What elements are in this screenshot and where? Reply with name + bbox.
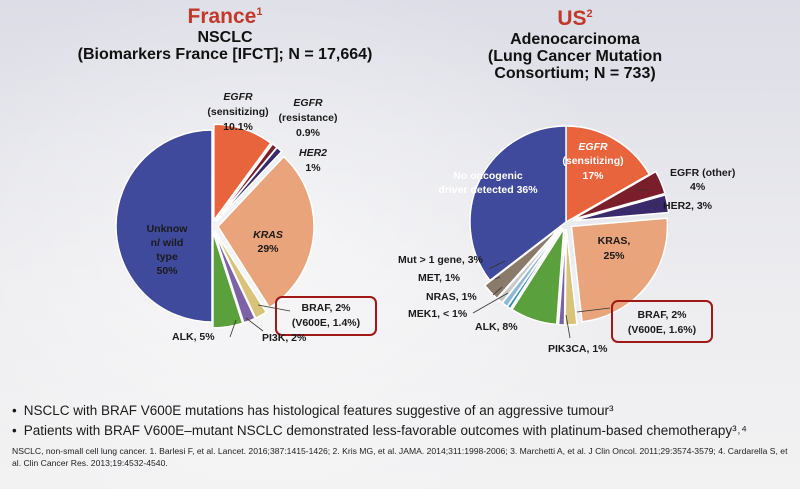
us-subtitle-1: Adenocarcinoma [510,30,640,48]
fr-kras-1: KRAS [253,229,283,241]
us-pie-slice-3 [570,217,669,323]
us-egfr-s-1: EGFR [578,141,608,153]
us-kras-1: KRAS, [598,235,631,247]
fr-egfr-r-1: EGFR [293,97,323,109]
us-her2: HER2, 3% [663,200,713,212]
fr-alk: ALK, 5% [172,331,215,343]
fr-egfr-r-3: 0.9% [296,127,321,139]
us-leader-lines [472,189,660,339]
france-pie-slice-7 [115,129,213,323]
fr-unk-1: Unknow [147,223,189,235]
france-subtitle-1: NSCLC [197,28,253,46]
bullet-list: NSCLC with BRAF V600E mutations has hist… [12,403,792,443]
fr-egfr-s-3: 10.1% [223,121,253,133]
us-pie-slice-2 [572,194,670,222]
us-pie-slice-10 [483,226,562,300]
us-mek1: MEK1, < 1% [408,308,468,320]
us-pie-slice-1 [572,170,666,221]
fr-kras-2: 29% [257,243,279,255]
france-pie [115,123,315,329]
us-pie-slice-0 [565,125,651,224]
us-kras-2: 25% [603,250,625,262]
france-pie-slice-6 [212,231,244,329]
us-egfr-s-3: 17% [582,170,604,182]
us-egfr-o-2: 4% [690,181,706,193]
us-egfr-s-2: (sensitizing) [562,155,623,167]
us-braf-1: BRAF, 2% [637,309,687,321]
us-slice-labels: EGFR (sensitizing) 17% EGFR (other) 4% H… [398,141,735,355]
france-title-block: France1 NSCLC (Biomarkers France [IFCT];… [60,5,390,63]
references: NSCLC, non-small cell lung cancer. 1. Ba… [12,446,788,468]
france-braf-highlight-box [275,296,377,336]
fr-braf-2: (V600E, 1.4%) [292,317,360,329]
france-subtitle-2: (Biomarkers France [IFCT]; N = 17,664) [77,45,373,63]
us-pie-slice-5 [557,228,567,326]
fr-pi3k: PI3K, 2% [262,332,307,344]
france-country-title: France1 [187,5,263,28]
us-mut: Mut > 1 gene, 3% [398,254,484,266]
fr-her2-1: HER2 [299,147,327,159]
us-title-block: US2 Adenocarcinoma (Lung Cancer Mutation… [430,7,720,83]
fr-egfr-s-2: (sensitizing) [207,106,268,118]
us-pie-slice-6 [511,228,565,326]
us-pie-slice-11 [469,125,567,282]
us-nras: NRAS, 1% [426,291,477,303]
france-leader-lines [229,304,291,338]
fr-unk-4: 50% [156,265,178,277]
bullet-1: NSCLC with BRAF V600E mutations has hist… [12,403,792,418]
us-none-2: driver detected 36% [438,184,538,196]
us-pie [469,125,670,326]
fr-egfr-r-2: (resistance) [279,112,338,124]
france-pie-slice-4 [214,230,268,320]
fr-braf-1: BRAF, 2% [301,302,351,314]
us-pik3ca: PIK3CA, 1% [548,343,608,355]
us-subtitle-2: (Lung Cancer Mutation [487,47,663,65]
us-country-title: US2 [557,7,593,30]
us-braf-highlight-box [611,300,713,343]
bullet-2: Patients with BRAF V600E–mutant NSCLC de… [12,423,792,438]
us-met: MET, 1% [418,272,461,284]
us-braf-2: (V600E, 1.6%) [628,324,696,336]
us-none-1: No oncogenic [453,170,523,182]
france-pie-slice-0 [213,123,272,223]
fr-her2-2: 1% [305,162,321,174]
us-alk: ALK, 8% [475,321,518,333]
us-subtitle-3: Consortium; N = 733) [494,65,656,83]
fr-egfr-s-1: EGFR [223,91,253,103]
fr-unk-3: type [156,251,178,263]
us-egfr-o-1: EGFR (other) [670,167,735,179]
fr-unk-2: n/ wild [151,237,184,249]
france-slice-labels: EGFR (sensitizing) 10.1% EGFR (resistanc… [147,91,361,344]
france-pie-slice-2 [215,146,283,223]
